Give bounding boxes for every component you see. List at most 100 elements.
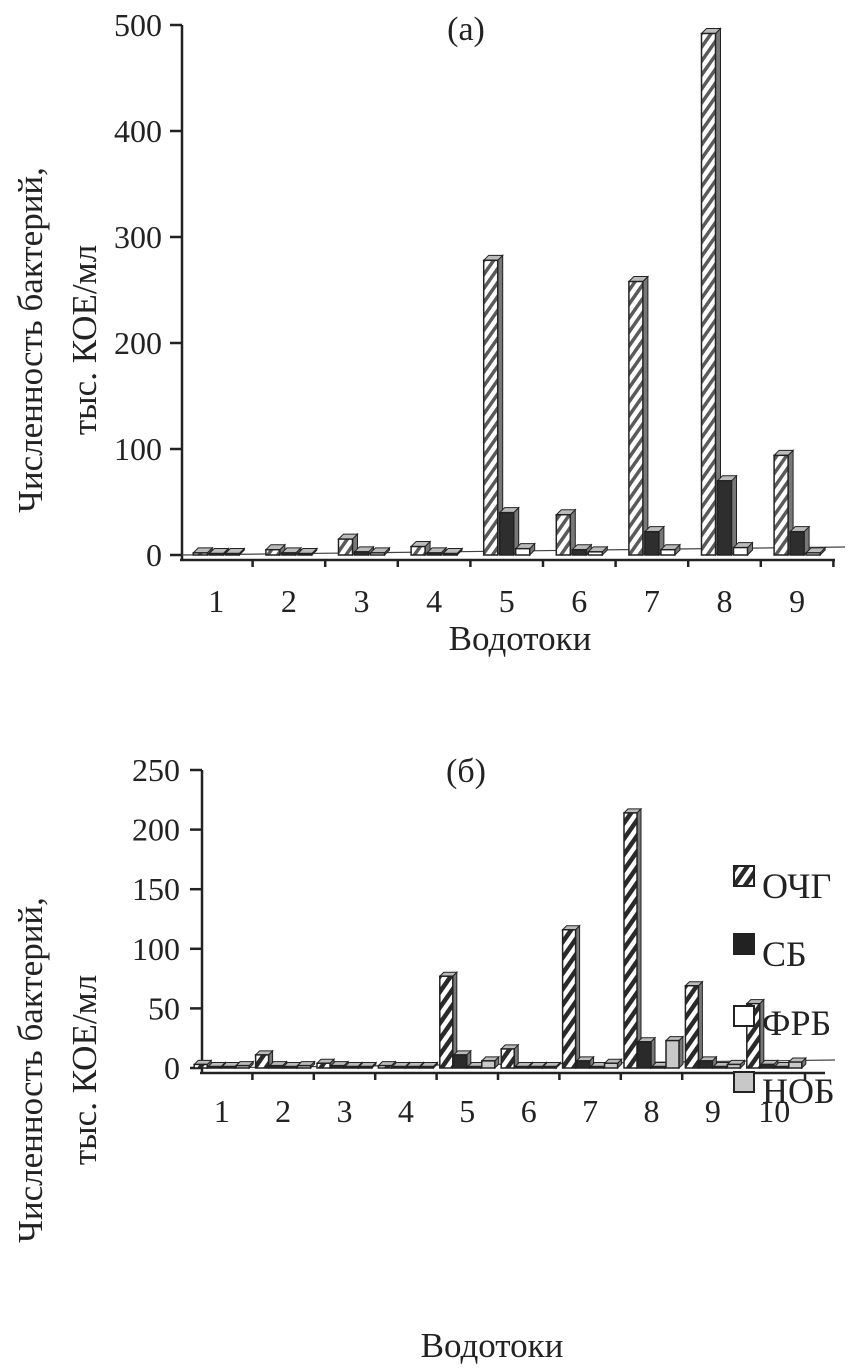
bar-series-2-cat-9 — [789, 530, 805, 556]
chart-b: (б) Численность бактерий, тыс. КОЕ/мл Во… — [11, 752, 836, 1365]
bar-series-2-cat-8 — [716, 480, 733, 556]
bar-series-4-cat-4 — [419, 1065, 435, 1069]
chart-a-title: (а) — [447, 11, 485, 48]
y-tick-label: 0 — [146, 537, 162, 573]
x-tick-label: 7 — [582, 1093, 598, 1129]
bar-series-2-cat-2 — [268, 1064, 284, 1069]
bar-series-1-cat-3 — [316, 1062, 331, 1069]
bar-series-4-cat-8 — [665, 1039, 680, 1069]
bar-series-2-cat-10 — [760, 1063, 775, 1069]
y-tick-label: 150 — [132, 871, 180, 907]
bar-series-3-cat-5 — [514, 547, 531, 556]
chart-b-y-ticks: 0 50 100 150 200 250 — [132, 752, 202, 1086]
chart-a-y-label-line2: тыс. КОЕ/мл — [65, 245, 104, 435]
bar-series-4-cat-3 — [358, 1065, 373, 1069]
bar-series-1-cat-2 — [265, 548, 281, 556]
y-tick-label: 100 — [114, 431, 162, 467]
bar-series-1-cat-3 — [337, 538, 354, 556]
chart-a-axes — [180, 25, 846, 562]
chart-a: (а) Численность бактерий, тыс. КОЕ/мл Во… — [11, 7, 846, 658]
y-tick-label: 400 — [114, 113, 162, 149]
chart-b-x-label: Водотоки — [421, 1326, 564, 1365]
bar-series-1-cat-1 — [193, 1063, 208, 1069]
x-tick-label: 5 — [499, 583, 515, 619]
bar-series-2-cat-8 — [637, 1041, 652, 1069]
x-tick-label: 5 — [459, 1093, 475, 1129]
bar-series-2-cat-1 — [207, 1065, 222, 1069]
bar-series-3-cat-1 — [221, 1065, 236, 1069]
bar-series-2-cat-3 — [353, 551, 370, 556]
bar-series-3-cat-6 — [528, 1065, 543, 1069]
bar-series-3-cat-10 — [774, 1065, 789, 1069]
bar-series-2-cat-9 — [698, 1060, 714, 1069]
bar-series-3-cat-3 — [344, 1065, 359, 1069]
bar-series-2-cat-7 — [575, 1060, 591, 1069]
chart-b-y-label: Численность бактерий, тыс. КОЕ/мл — [11, 897, 104, 1243]
bar-series-3-cat-6 — [587, 551, 604, 556]
bar-series-4-cat-2 — [296, 1064, 312, 1069]
chart-b-legend: ОЧГ СБ ФРБ НОБ — [733, 865, 835, 1111]
bar-series-2-cat-5 — [498, 511, 515, 556]
bar-series-1-cat-4 — [377, 1064, 393, 1069]
chart-b-x-ticks: 1 2 3 4 5 6 7 8 9 10 — [214, 1073, 807, 1129]
chart-b-bars — [192, 807, 808, 1070]
bar-series-1-cat-9 — [773, 454, 789, 556]
x-tick-label: 6 — [571, 583, 587, 619]
legend-label-series-2: СБ — [762, 934, 807, 974]
bar-series-4-cat-10 — [788, 1061, 803, 1069]
legend-label-series-3: ФРБ — [762, 1003, 831, 1043]
chart-b-axes — [200, 770, 836, 1075]
x-tick-label: 9 — [705, 1093, 721, 1129]
bar-series-3-cat-7 — [660, 548, 676, 556]
bar-series-1-cat-4 — [410, 545, 426, 556]
bar-series-1-cat-9 — [684, 985, 700, 1069]
y-tick-label: 500 — [114, 7, 162, 43]
x-tick-label: 1 — [214, 1093, 230, 1129]
x-tick-label: 4 — [398, 1093, 414, 1129]
chart-b-y-label-line1: Численность бактерий, — [11, 897, 50, 1243]
y-tick-label: 250 — [132, 752, 180, 788]
bar-series-1-cat-5 — [482, 259, 499, 556]
bar-series-3-cat-2 — [282, 1065, 298, 1069]
bar-series-3-cat-1 — [224, 552, 241, 556]
bar-series-3-cat-3 — [369, 552, 386, 556]
bar-series-1-cat-5 — [439, 975, 454, 1069]
x-tick-label: 3 — [337, 1093, 353, 1129]
x-tick-label: 4 — [426, 583, 442, 619]
y-tick-label: 300 — [114, 219, 162, 255]
bar-series-1-cat-7 — [628, 280, 644, 556]
bar-series-3-cat-9 — [712, 1065, 728, 1069]
bar-series-2-cat-4 — [426, 552, 442, 556]
bar-series-1-cat-8 — [623, 812, 638, 1069]
chart-a-y-label-line1: Численность бактерий, — [11, 167, 50, 513]
bar-series-2-cat-1 — [208, 552, 225, 556]
legend-swatch-series-2 — [733, 933, 755, 955]
chart-a-y-label: Численность бактерий, тыс. КОЕ/мл — [11, 167, 104, 513]
legend-swatch-series-1 — [733, 865, 755, 887]
chart-b-title: (б) — [446, 753, 486, 790]
y-tick-label: 100 — [132, 931, 180, 967]
bar-series-2-cat-5 — [453, 1054, 468, 1069]
bar-series-2-cat-3 — [330, 1064, 345, 1069]
bar-series-2-cat-6 — [514, 1065, 529, 1069]
chart-b-y-label-line2: тыс. КОЕ/мл — [65, 975, 104, 1165]
x-tick-label: 2 — [281, 583, 297, 619]
chart-a-x-label: Водотоки — [449, 619, 592, 658]
x-tick-label: 9 — [789, 583, 805, 619]
x-tick-label: 3 — [354, 583, 370, 619]
legend-swatch-series-4 — [733, 1071, 755, 1093]
chart-a-bars — [192, 27, 827, 557]
x-tick-label: 8 — [717, 583, 733, 619]
bar-series-3-cat-5 — [467, 1065, 482, 1069]
x-tick-label: 10 — [758, 1093, 790, 1129]
legend-label-series-1: ОЧГ — [762, 866, 831, 906]
y-tick-label: 200 — [114, 325, 162, 361]
bar-series-3-cat-9 — [805, 552, 821, 556]
bar-series-4-cat-5 — [481, 1060, 496, 1069]
bar-series-3-cat-8 — [651, 1065, 666, 1069]
y-tick-label: 200 — [132, 812, 180, 848]
chart-a-y-ticks: 0 100 200 300 400 500 — [114, 7, 182, 573]
legend-swatch-series-3 — [733, 1005, 755, 1027]
bar-series-1-cat-2 — [254, 1054, 270, 1069]
bar-series-2-cat-2 — [281, 552, 297, 556]
